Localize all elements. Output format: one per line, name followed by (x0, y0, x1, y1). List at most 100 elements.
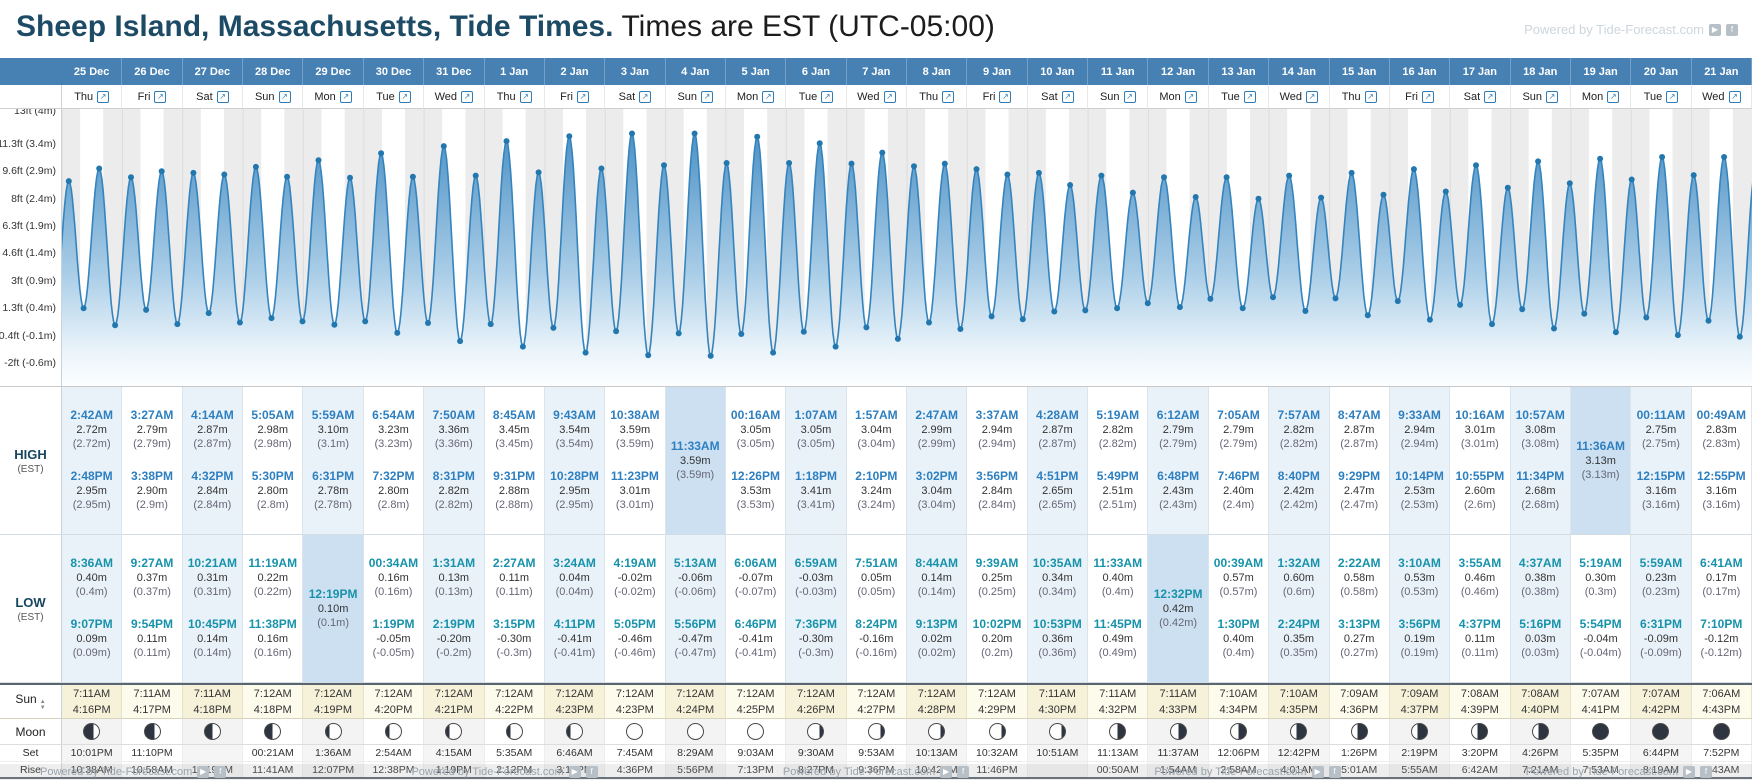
moon-phase-icon-full (747, 723, 765, 740)
youtube-icon[interactable]: ▶ (1682, 766, 1695, 778)
expand-day-icon[interactable]: ↗ (278, 90, 291, 103)
moonrise-time: 9:36PM (846, 762, 907, 777)
high-tide-section: HIGH (EST) 2:42AM 2.72m (2.72m) 2:48PM 2.95m… (0, 387, 1752, 535)
expand-day-icon[interactable]: ↗ (821, 90, 834, 103)
date-header: 28 Dec (243, 58, 304, 85)
youtube-icon[interactable]: ▶ (940, 766, 953, 778)
low-tide-entry: 9:07PM 0.09m (0.09m) (71, 617, 113, 661)
expand-day-icon[interactable]: ↗ (701, 90, 714, 103)
tide-cell: 12:19PM 0.10m (0.1m) (303, 535, 364, 682)
expand-day-icon[interactable]: ↗ (97, 90, 110, 103)
sun-times-cell: 7:08AM 4:40PM (1510, 685, 1571, 718)
moon-phase-icon-waning-crescent (1290, 723, 1308, 740)
tide-time: 3:13PM (1338, 617, 1381, 632)
expand-day-icon[interactable]: ↗ (1484, 90, 1497, 103)
tide-height-alt: (0.31m) (193, 586, 232, 599)
high-tide-entry: 7:50AM 3.36m (3.36m) (432, 408, 475, 452)
expand-day-icon[interactable]: ↗ (883, 90, 896, 103)
tide-height-alt: (2.68m) (1521, 498, 1560, 511)
tide-height: 2.94m (1404, 424, 1435, 437)
tide-time: 8:40PM (1277, 469, 1320, 484)
tide-height: 3.13m (1585, 454, 1616, 467)
tide-height-alt: (0.3m) (1584, 586, 1617, 599)
date-header: 3 Jan (605, 58, 666, 85)
expand-day-icon[interactable]: ↗ (461, 90, 474, 103)
expand-day-icon[interactable]: ↗ (942, 90, 955, 103)
low-tide-entry: 6:46PM -0.41m (-0.41m) (735, 617, 777, 661)
facebook-icon[interactable]: f (214, 766, 227, 778)
expand-day-icon[interactable]: ↗ (1061, 90, 1074, 103)
youtube-icon[interactable]: ▶ (1311, 766, 1324, 778)
facebook-icon[interactable]: f (585, 766, 598, 778)
tide-time: 2:24PM (1277, 617, 1320, 632)
expand-day-icon[interactable]: ↗ (398, 90, 411, 103)
tide-time: 6:31PM (1639, 617, 1682, 632)
youtube-icon[interactable]: ▶ (1709, 23, 1721, 36)
tide-height: 3.04m (861, 424, 892, 437)
facebook-icon[interactable]: f (957, 766, 970, 778)
high-tide-entry: 3:38PM 2.90m (2.9m) (131, 469, 173, 513)
day-of-week-label: Fri (560, 90, 573, 103)
tide-time: 11:33AM (670, 438, 720, 453)
facebook-icon[interactable]: f (1699, 766, 1712, 778)
date-header-row: 25 Dec 26 Dec 27 Dec 28 Dec 29 Dec 30 Dec 31 D… (0, 58, 1752, 85)
expand-day-icon[interactable]: ↗ (216, 90, 229, 103)
expand-day-icon[interactable]: ↗ (576, 90, 589, 103)
expand-day-icon[interactable]: ↗ (1184, 90, 1197, 103)
tide-time: 8:45AM (492, 408, 536, 423)
moon-cell (907, 719, 968, 744)
facebook-icon[interactable]: f (1328, 766, 1341, 778)
tide-height: -0.30m (798, 633, 834, 646)
day-of-week-label: Mon (1581, 90, 1604, 103)
day-of-week-cell: Wed ↗ (1269, 85, 1330, 109)
youtube-icon[interactable]: ▶ (568, 766, 581, 778)
expand-day-icon[interactable]: ↗ (154, 90, 167, 103)
moon-phase-icon-waning-gibbous (1048, 723, 1066, 740)
low-tide-entry: 8:36AM 0.40m (0.4m) (70, 556, 113, 600)
youtube-icon[interactable]: ▶ (197, 766, 210, 778)
tide-height-alt: (0.16m) (253, 646, 292, 659)
moonrise-time: 2:12PM (484, 762, 545, 777)
expand-day-icon[interactable]: ↗ (1546, 90, 1559, 103)
tide-time: 4:19AM (613, 556, 657, 571)
footer-watermark: Powered by Tide-Forecast.com ▶ f Powered b… (0, 764, 1752, 780)
expand-day-icon[interactable]: ↗ (1364, 90, 1377, 103)
tide-height: 2.95m (76, 485, 107, 498)
low-tide-entry: 00:39AM 0.57m (0.57m) (1214, 556, 1263, 600)
high-tide-entry: 1:07AM 3.05m (3.05m) (795, 408, 838, 452)
tide-time: 00:11AM (1636, 408, 1686, 423)
expand-day-icon[interactable]: ↗ (1607, 90, 1620, 103)
tide-height-alt: (0.53m) (1400, 586, 1439, 599)
expand-day-icon[interactable]: ↗ (1728, 90, 1741, 103)
moonset-time: 7:45AM (605, 745, 666, 761)
high-tide-entry: 5:05AM 2.98m (2.98m) (251, 408, 294, 452)
expand-day-icon[interactable]: ↗ (519, 90, 532, 103)
low-tide-entry: 4:37AM 0.38m (0.38m) (1519, 556, 1562, 600)
high-tide-entry: 11:23PM 3.01m (3.01m) (611, 469, 659, 513)
tide-height-alt: (2.78m) (314, 498, 353, 511)
tide-time: 7:36PM (794, 617, 837, 632)
expand-day-icon[interactable]: ↗ (762, 90, 775, 103)
expand-day-icon[interactable]: ↗ (1421, 90, 1434, 103)
expand-day-icon[interactable]: ↗ (999, 90, 1012, 103)
expand-day-icon[interactable]: ↗ (1666, 90, 1679, 103)
expand-day-icon[interactable]: ↗ (339, 90, 352, 103)
high-tide-entry: 8:40PM 2.42m (2.42m) (1278, 469, 1320, 513)
expand-day-icon[interactable]: ↗ (639, 90, 652, 103)
tide-time: 6:31PM (312, 469, 355, 484)
tide-time: 4:32PM (191, 469, 234, 484)
expand-day-icon[interactable]: ↗ (1243, 90, 1256, 103)
tide-time: 8:47AM (1337, 408, 1381, 423)
expand-day-icon[interactable]: ↗ (1123, 90, 1136, 103)
tide-cell: 1:32AM 0.60m (0.6m) 2:24PM 0.35m (0.35m) (1269, 535, 1330, 682)
facebook-icon[interactable]: f (1726, 23, 1738, 36)
tide-time: 7:10PM (1700, 617, 1743, 632)
page-title: Sheep Island, Massachusetts, Tide Times.… (16, 10, 1752, 44)
tide-height-alt: (0.27m) (1340, 646, 1379, 659)
expand-day-icon[interactable]: ↗ (1306, 90, 1319, 103)
y-axis: 13ft (4m) 11.3ft (3.4m) 9.6ft (2.9m) 8ft (2… (0, 109, 62, 386)
date-header: 31 Dec (424, 58, 485, 85)
tide-height-alt: (3.13m) (1581, 468, 1620, 481)
tide-height: 0.11m (1464, 633, 1495, 646)
sunset-time: 4:40PM (1521, 703, 1560, 716)
